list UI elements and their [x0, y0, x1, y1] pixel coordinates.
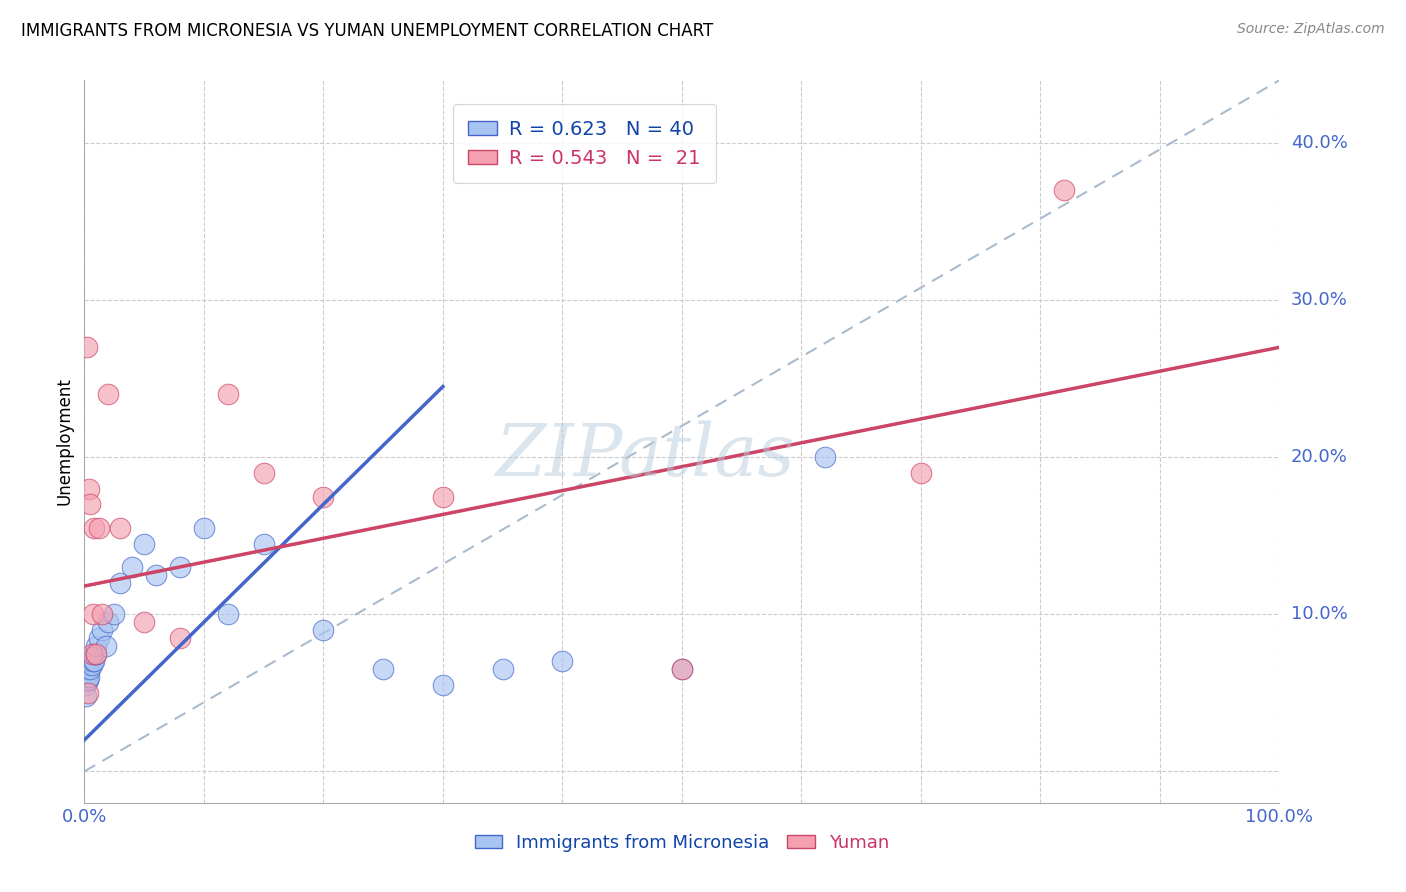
- Point: [83, 655, 105, 669]
- Point: [169, 560, 191, 574]
- Point: [79, 655, 101, 669]
- Text: 10.0%: 10.0%: [1291, 606, 1347, 624]
- Point: [91, 623, 114, 637]
- Point: [145, 568, 167, 582]
- Point: [80, 657, 103, 672]
- Point: [91, 607, 114, 622]
- Point: [82, 655, 104, 669]
- Point: [121, 560, 143, 574]
- Point: [97, 387, 120, 401]
- Text: 20.0%: 20.0%: [1291, 449, 1347, 467]
- Point: [82, 607, 104, 622]
- Point: [86, 647, 108, 661]
- Text: 40.0%: 40.0%: [1291, 134, 1347, 153]
- Point: [132, 536, 156, 550]
- Point: [432, 490, 454, 504]
- Text: ZIPatlas: ZIPatlas: [496, 421, 796, 491]
- Point: [77, 657, 100, 672]
- Point: [86, 639, 108, 653]
- Point: [312, 623, 335, 637]
- Point: [86, 647, 108, 661]
- Point: [84, 647, 107, 661]
- Point: [217, 607, 239, 622]
- Point: [76, 673, 98, 688]
- Point: [94, 639, 117, 653]
- Point: [312, 490, 335, 504]
- Point: [83, 647, 105, 661]
- Point: [77, 673, 100, 688]
- Point: [253, 536, 276, 550]
- Point: [76, 340, 98, 354]
- Point: [79, 497, 101, 511]
- Point: [671, 662, 693, 676]
- Text: Source: ZipAtlas.com: Source: ZipAtlas.com: [1237, 22, 1385, 37]
- Point: [77, 670, 100, 684]
- Point: [80, 651, 103, 665]
- Point: [87, 521, 110, 535]
- Text: IMMIGRANTS FROM MICRONESIA VS YUMAN UNEMPLOYMENT CORRELATION CHART: IMMIGRANTS FROM MICRONESIA VS YUMAN UNEM…: [21, 22, 713, 40]
- Point: [76, 670, 98, 684]
- Point: [910, 466, 932, 480]
- Point: [373, 662, 395, 676]
- Point: [671, 662, 693, 676]
- Point: [77, 686, 100, 700]
- Legend: Immigrants from Micronesia, Yuman: Immigrants from Micronesia, Yuman: [467, 826, 897, 859]
- Point: [253, 466, 276, 480]
- Point: [87, 631, 110, 645]
- Point: [169, 631, 191, 645]
- Point: [83, 521, 105, 535]
- Point: [76, 662, 98, 676]
- Point: [77, 662, 100, 676]
- Point: [551, 655, 574, 669]
- Point: [77, 667, 100, 681]
- Point: [110, 575, 132, 590]
- Point: [103, 607, 125, 622]
- Point: [75, 689, 97, 703]
- Point: [492, 662, 515, 676]
- Y-axis label: Unemployment: Unemployment: [55, 377, 73, 506]
- Point: [77, 482, 100, 496]
- Point: [97, 615, 120, 630]
- Point: [80, 647, 103, 661]
- Point: [1053, 183, 1076, 197]
- Point: [193, 521, 215, 535]
- Point: [217, 387, 239, 401]
- Point: [132, 615, 156, 630]
- Point: [814, 450, 837, 465]
- Point: [110, 521, 132, 535]
- Point: [75, 678, 97, 692]
- Text: 30.0%: 30.0%: [1291, 291, 1347, 310]
- Point: [432, 678, 454, 692]
- Point: [79, 662, 101, 676]
